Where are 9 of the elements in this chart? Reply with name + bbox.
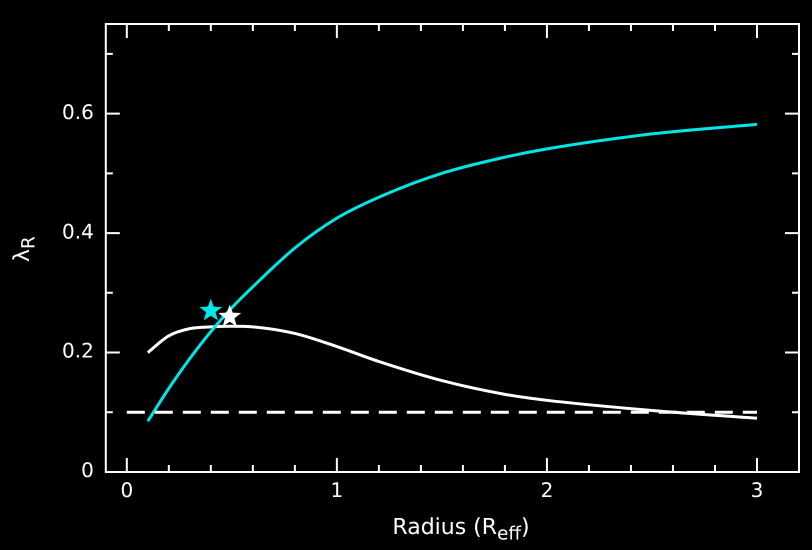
y-tick-label: 0: [81, 458, 94, 482]
x-tick-label: 1: [330, 478, 344, 502]
x-tick-label: 3: [750, 478, 764, 502]
y-tick-label: 0.2: [62, 338, 94, 363]
y-tick-label: 0.6: [62, 100, 94, 124]
y-tick-label: 0.4: [62, 219, 94, 244]
x-tick-label: 2: [540, 478, 554, 502]
x-tick-label: 0: [120, 478, 134, 502]
x-axis-title: Radius (R$_{eff}$): [391, 515, 531, 544]
